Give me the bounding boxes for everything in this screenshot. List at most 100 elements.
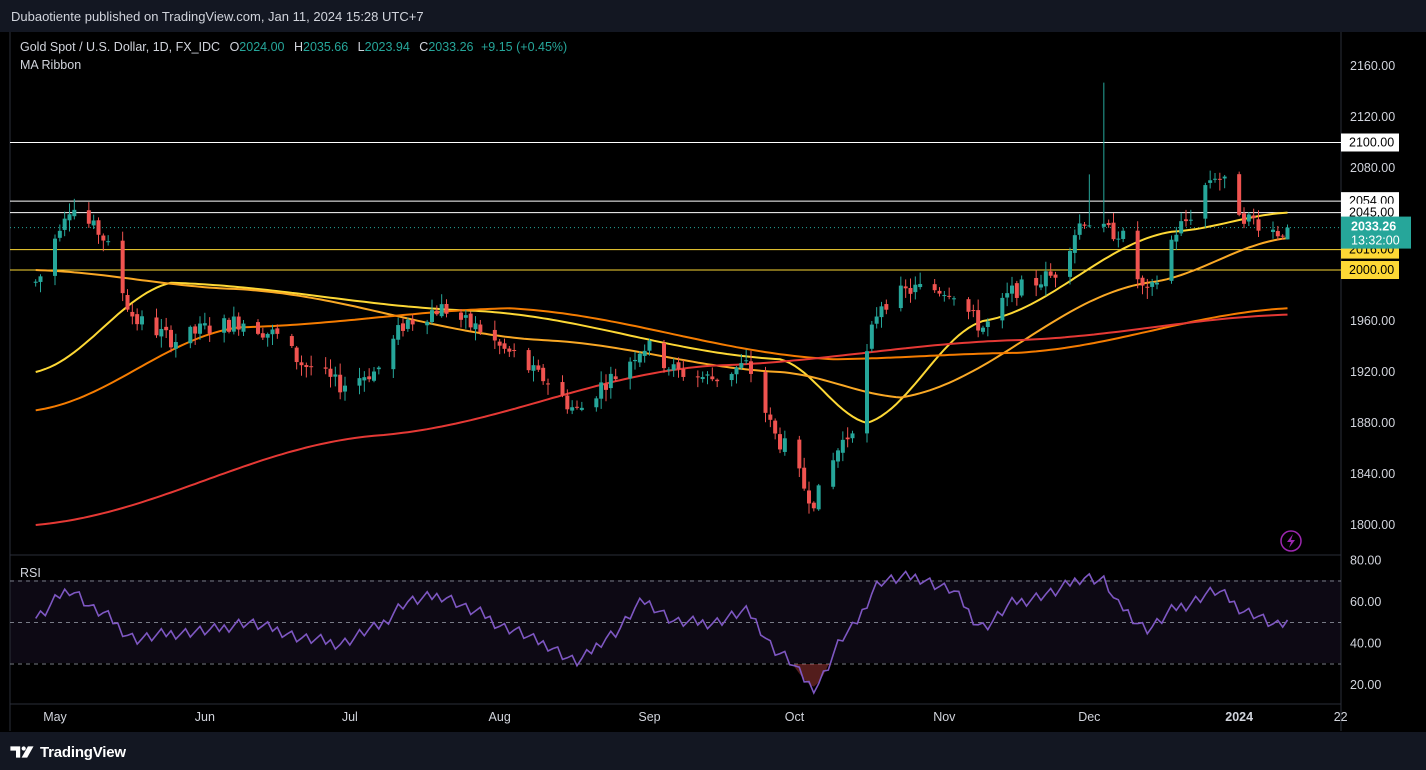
time-tick-label: Jul xyxy=(342,710,358,724)
bar-countdown: 13:32:00 xyxy=(1351,234,1400,248)
candle-body xyxy=(976,310,981,331)
candle-body xyxy=(850,433,855,439)
candle-body xyxy=(1111,222,1116,240)
candle-body xyxy=(773,420,778,434)
candle-body xyxy=(140,316,144,325)
candle-body xyxy=(1280,235,1285,237)
candle-body xyxy=(836,450,840,462)
candle-body xyxy=(1005,293,1010,298)
candle-body xyxy=(947,295,952,297)
rsi-tick-label: 60.00 xyxy=(1350,595,1381,609)
candle-body xyxy=(57,230,62,238)
price-tick-label: 2080.00 xyxy=(1350,161,1395,175)
candle-body xyxy=(101,235,106,241)
candle-body xyxy=(362,377,367,381)
rsi-line xyxy=(35,570,1289,695)
open-value: 2024.00 xyxy=(239,40,285,54)
candle-body xyxy=(323,367,328,369)
ma-ribbon-line xyxy=(35,237,1288,399)
candle-body xyxy=(367,376,372,380)
candle-body xyxy=(575,406,579,408)
candle-body xyxy=(1251,215,1256,219)
candle-body xyxy=(343,385,347,392)
time-tick-label: Oct xyxy=(785,710,805,724)
candle-body xyxy=(633,359,637,362)
candle-body xyxy=(763,372,768,413)
high-value: 2035.66 xyxy=(303,40,349,54)
candle-body xyxy=(628,361,633,379)
candle-body xyxy=(106,241,111,243)
candle-body xyxy=(222,318,227,333)
candle-body xyxy=(594,398,599,408)
candle-body xyxy=(502,343,507,349)
candle-body xyxy=(913,284,918,293)
candle-body xyxy=(797,439,802,469)
candle-body xyxy=(430,310,434,323)
candle-body xyxy=(874,316,879,324)
candle-body xyxy=(966,299,971,312)
tradingview-logo[interactable]: TradingView xyxy=(10,742,126,762)
candle-body xyxy=(1082,224,1087,226)
rsi-legend[interactable]: RSI xyxy=(20,566,41,580)
candle-body xyxy=(492,329,497,341)
candle-body xyxy=(981,327,985,332)
indicator-legend[interactable]: MA Ribbon xyxy=(20,58,82,72)
candle-body xyxy=(608,373,613,389)
candle-body xyxy=(173,342,178,349)
candle-body xyxy=(376,367,381,370)
candle-body xyxy=(497,341,502,346)
candle-body xyxy=(198,323,202,334)
time-tick-label: Nov xyxy=(933,710,956,724)
candle-body xyxy=(705,374,710,376)
candle-body xyxy=(1188,219,1193,221)
candle-body xyxy=(241,323,246,332)
candle-body xyxy=(1150,282,1155,287)
candle-body xyxy=(526,350,531,371)
rsi-band xyxy=(10,580,1341,663)
candle-body xyxy=(1285,227,1290,240)
candle-body xyxy=(309,366,314,368)
price-tick-label: 1920.00 xyxy=(1350,365,1395,379)
candle-body xyxy=(96,220,101,235)
candle-body xyxy=(444,303,449,314)
candle-body xyxy=(637,353,642,363)
candle-body xyxy=(53,238,57,276)
candle-body xyxy=(67,214,72,221)
candle-body xyxy=(613,376,618,380)
candle-body xyxy=(1213,178,1217,180)
candle-body xyxy=(985,321,990,327)
candle-body xyxy=(599,382,604,399)
ma-ribbon-line xyxy=(35,211,1288,425)
candle-body xyxy=(328,368,333,377)
candle-body xyxy=(1053,274,1058,278)
candle-body xyxy=(372,371,376,381)
high-label: H xyxy=(293,40,303,54)
ma-ribbon-line xyxy=(35,313,1288,526)
candle-body xyxy=(918,283,923,288)
price-tick-label: 1800.00 xyxy=(1350,518,1395,532)
candle-body xyxy=(811,502,816,509)
candle-body xyxy=(903,286,908,289)
candle-body xyxy=(536,365,541,370)
candle-body xyxy=(884,304,889,310)
price-tick-label: 1960.00 xyxy=(1350,314,1395,328)
candle-body xyxy=(169,329,173,348)
footer-bar: TradingView xyxy=(0,732,1426,770)
price-tick-label: 1880.00 xyxy=(1350,416,1395,430)
candle-body xyxy=(86,210,91,224)
candle-body xyxy=(1275,231,1280,237)
candle-body xyxy=(265,333,270,338)
candle-body xyxy=(1140,277,1145,286)
candle-body xyxy=(62,218,67,230)
candle-body xyxy=(560,382,565,396)
candle-body xyxy=(1135,230,1140,280)
candle-body xyxy=(676,362,681,369)
candle-body xyxy=(1072,235,1077,253)
candle-body xyxy=(1101,223,1106,227)
candle-body xyxy=(1179,221,1184,234)
last-price-badge xyxy=(1341,216,1411,249)
rsi-pane xyxy=(10,556,1341,731)
symbol-legend[interactable]: Gold Spot / U.S. Dollar, 1D, FX_IDC O202… xyxy=(20,40,567,54)
candle-body xyxy=(1121,230,1126,239)
